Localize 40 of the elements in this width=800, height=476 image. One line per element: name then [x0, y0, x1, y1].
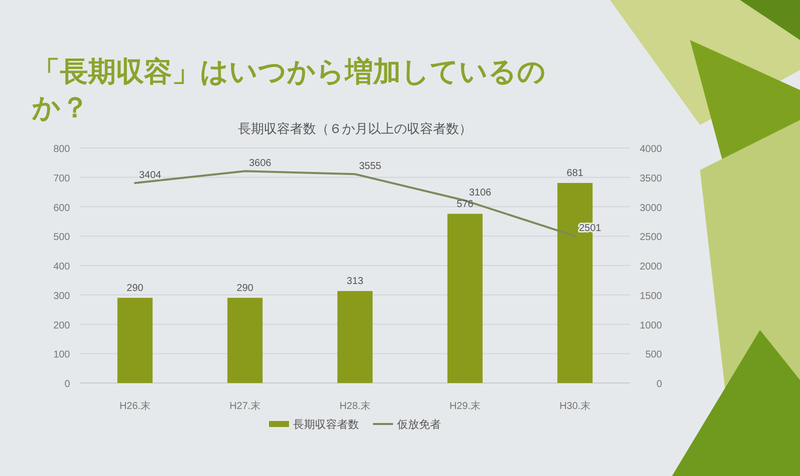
legend-label: 仮放免者	[397, 418, 441, 431]
data-label: 576	[456, 198, 474, 210]
bar	[447, 214, 483, 383]
x-tick-label: H28.末	[339, 400, 371, 412]
data-label: 681	[566, 168, 584, 179]
y-tick-label: 700	[53, 173, 70, 184]
bar	[117, 298, 153, 383]
y2-tick-label: 1500	[640, 290, 662, 302]
data-label: 290	[236, 282, 254, 294]
y2-tick-label: 2000	[640, 262, 662, 272]
legend-label: 長期収容者数	[293, 418, 359, 431]
data-label: 290	[126, 282, 144, 294]
y2-tick-label: 500	[645, 350, 662, 361]
y2-tick-label: 1000	[640, 320, 662, 332]
x-tick-label: H27.末	[229, 400, 261, 412]
data-label: 3106	[469, 188, 492, 199]
bar	[227, 298, 263, 383]
data-label: 3555	[359, 161, 382, 172]
x-tick-label: H29.末	[449, 400, 481, 412]
x-tick-label: H30.末	[559, 400, 591, 412]
data-label: 313	[346, 276, 364, 288]
y2-tick-label: 0	[656, 379, 662, 390]
y2-tick-label: 3500	[640, 173, 662, 184]
chart-title: 「長期収容」はいつから増加しているのか？	[32, 56, 546, 123]
y-tick-label: 400	[53, 262, 70, 272]
data-label: 3404	[139, 170, 162, 182]
y-tick-label: 0	[64, 379, 70, 390]
y-tick-label: 800	[53, 144, 70, 155]
y2-tick-label: 2500	[640, 232, 662, 244]
y2-tick-label: 4000	[640, 144, 662, 155]
chart-subtitle: 長期収容者数（６か月以上の収容者数）	[238, 121, 472, 136]
y-tick-label: 200	[53, 320, 70, 332]
y-tick-label: 600	[53, 202, 70, 214]
x-tick-label: H26.末	[119, 400, 151, 412]
y-tick-label: 100	[53, 350, 70, 361]
y-tick-label: 500	[53, 232, 70, 244]
y-tick-label: 300	[53, 290, 70, 302]
data-label: 3606	[249, 158, 272, 170]
y2-tick-label: 3000	[640, 202, 662, 214]
bar	[337, 291, 373, 383]
